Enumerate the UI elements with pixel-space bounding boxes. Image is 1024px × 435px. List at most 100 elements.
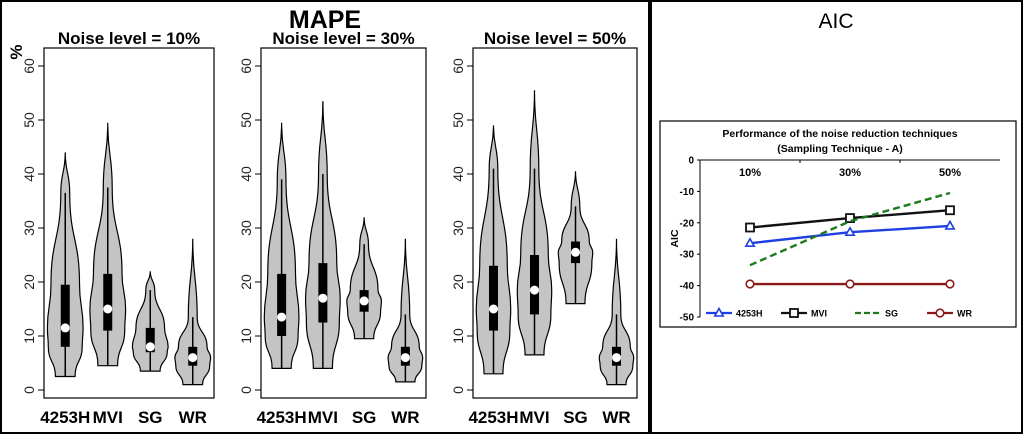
data-point-4253H: [744, 237, 756, 248]
legend-label-4253H: 4253H: [736, 309, 763, 319]
legend-label-SG: SG: [885, 309, 898, 319]
aic-panel-title: AIC: [818, 10, 853, 33]
y-tick-label: 50: [450, 112, 466, 128]
x-tick-label: 4253H: [468, 408, 518, 427]
x-tick-label: MVI: [308, 408, 338, 427]
y-tick-label: 50: [238, 112, 254, 128]
data-point-WR: [745, 279, 755, 289]
violin-WR: [174, 238, 212, 386]
x-tick-label: 4253H: [40, 408, 90, 427]
y-tick-label: -40: [680, 281, 695, 292]
legend-label-WR: WR: [957, 309, 972, 319]
violin-WR: [598, 238, 635, 386]
y-tick-label: -10: [680, 187, 695, 198]
y-tick-label: 60: [238, 58, 254, 74]
iqr-box-4253H: [60, 284, 70, 347]
y-tick-label: 20: [238, 274, 254, 290]
x-tick-label: 10%: [739, 167, 761, 179]
y-tick-label: 10: [450, 328, 466, 344]
data-point-WR: [945, 279, 955, 289]
median-point-MVI: [103, 304, 113, 314]
median-point-4253H: [489, 304, 498, 314]
mape-panel-title: MAPE: [289, 6, 361, 34]
iqr-box-SG: [145, 327, 155, 353]
legend-label-MVI: MVI: [811, 309, 827, 319]
y-tick-label: 0: [450, 386, 466, 394]
median-point-4253H: [277, 312, 287, 322]
median-point-WR: [188, 353, 198, 363]
x-tick-label: WR: [179, 408, 207, 427]
x-tick-label: SG: [563, 408, 588, 427]
y-tick-label: 10: [238, 328, 254, 344]
y-tick-label: 20: [450, 274, 466, 290]
chart-title: Noise level = 10%: [58, 29, 200, 48]
line-chart-frame: [659, 120, 1017, 328]
y-tick-label: 0: [238, 386, 254, 394]
x-tick-label: 30%: [839, 167, 861, 179]
median-point-MVI: [530, 285, 539, 295]
iqr-box-MVI: [103, 273, 113, 331]
y-tick-label: 40: [450, 166, 466, 182]
y-tick-label: -30: [680, 250, 695, 261]
line-chart-subtitle: (Sampling Technique - A): [777, 143, 902, 155]
y-axis-label: %: [7, 44, 26, 59]
iqr-box-MVI: [318, 263, 328, 323]
median-point-SG: [571, 247, 580, 257]
data-point-MVI: [945, 205, 955, 216]
iqr-box-4253H: [489, 265, 498, 331]
median-point-MVI: [318, 293, 328, 303]
x-tick-label: 50%: [939, 167, 961, 179]
data-point-MVI: [745, 222, 755, 233]
violin-chart-1: Noise level = 10%% 0 10 20 30 40 50 60 4253H MVI S…: [7, 29, 215, 427]
legend-marker-WR: [935, 308, 945, 318]
iqr-box-MVI: [530, 255, 539, 315]
median-point-4253H: [60, 323, 70, 333]
plot-frame: [260, 47, 427, 399]
x-tick-label: WR: [391, 408, 419, 427]
median-point-SG: [359, 296, 369, 306]
chart-title: Noise level = 50%: [484, 29, 626, 48]
y-axis-label: AIC: [669, 229, 681, 248]
data-point-4253H: [844, 226, 856, 237]
aic-panel-frame: [650, 0, 1023, 434]
y-tick-label: 60: [21, 58, 37, 74]
x-tick-label: MVI: [93, 408, 123, 427]
series-line-SG: [749, 191, 951, 267]
x-tick-label: MVI: [519, 408, 549, 427]
violin-chart-3: Noise level = 50% 0 10 20 30 40 50 60 4253H MVI SG…: [450, 29, 638, 427]
data-point-4253H: [944, 219, 956, 230]
y-tick-label: 30: [238, 220, 254, 236]
x-tick-label: SG: [352, 408, 377, 427]
y-tick-label: 50: [21, 112, 37, 128]
median-point-WR: [612, 353, 621, 363]
median-point-WR: [400, 353, 410, 363]
aic-line-chart: Performance of the noise reduction techn…: [659, 120, 1017, 328]
violin-WR: [387, 238, 424, 383]
plot-frame: [43, 47, 215, 399]
line-chart-title: Performance of the noise reduction techn…: [722, 128, 957, 140]
x-tick-label: SG: [138, 408, 163, 427]
legend-marker-4253H: [713, 306, 725, 317]
y-tick-label: -50: [680, 313, 695, 324]
plot-frame: [472, 47, 638, 399]
iqr-box-4253H: [277, 273, 287, 336]
data-point-MVI: [845, 213, 855, 223]
x-tick-label: 4253H: [257, 408, 307, 427]
violin-chart-2: Noise level = 30% 0 10 20 30 40 50 60 4253H MVI SG…: [238, 29, 427, 427]
y-tick-label: -20: [680, 218, 695, 229]
y-tick-label: 30: [450, 220, 466, 236]
mape-panel-frame: [0, 0, 650, 434]
y-tick-label: 40: [21, 166, 37, 182]
data-point-WR: [845, 279, 855, 289]
y-tick-label: 0: [21, 386, 37, 394]
y-tick-label: 30: [21, 220, 37, 236]
x-tick-label: WR: [602, 408, 630, 427]
y-tick-label: 0: [688, 156, 694, 167]
y-tick-label: 10: [21, 328, 37, 344]
median-point-SG: [145, 342, 155, 352]
y-tick-label: 40: [238, 166, 254, 182]
y-tick-label: 20: [21, 274, 37, 290]
legend-marker-MVI: [789, 308, 799, 318]
chart-title: Noise level = 30%: [272, 29, 414, 48]
